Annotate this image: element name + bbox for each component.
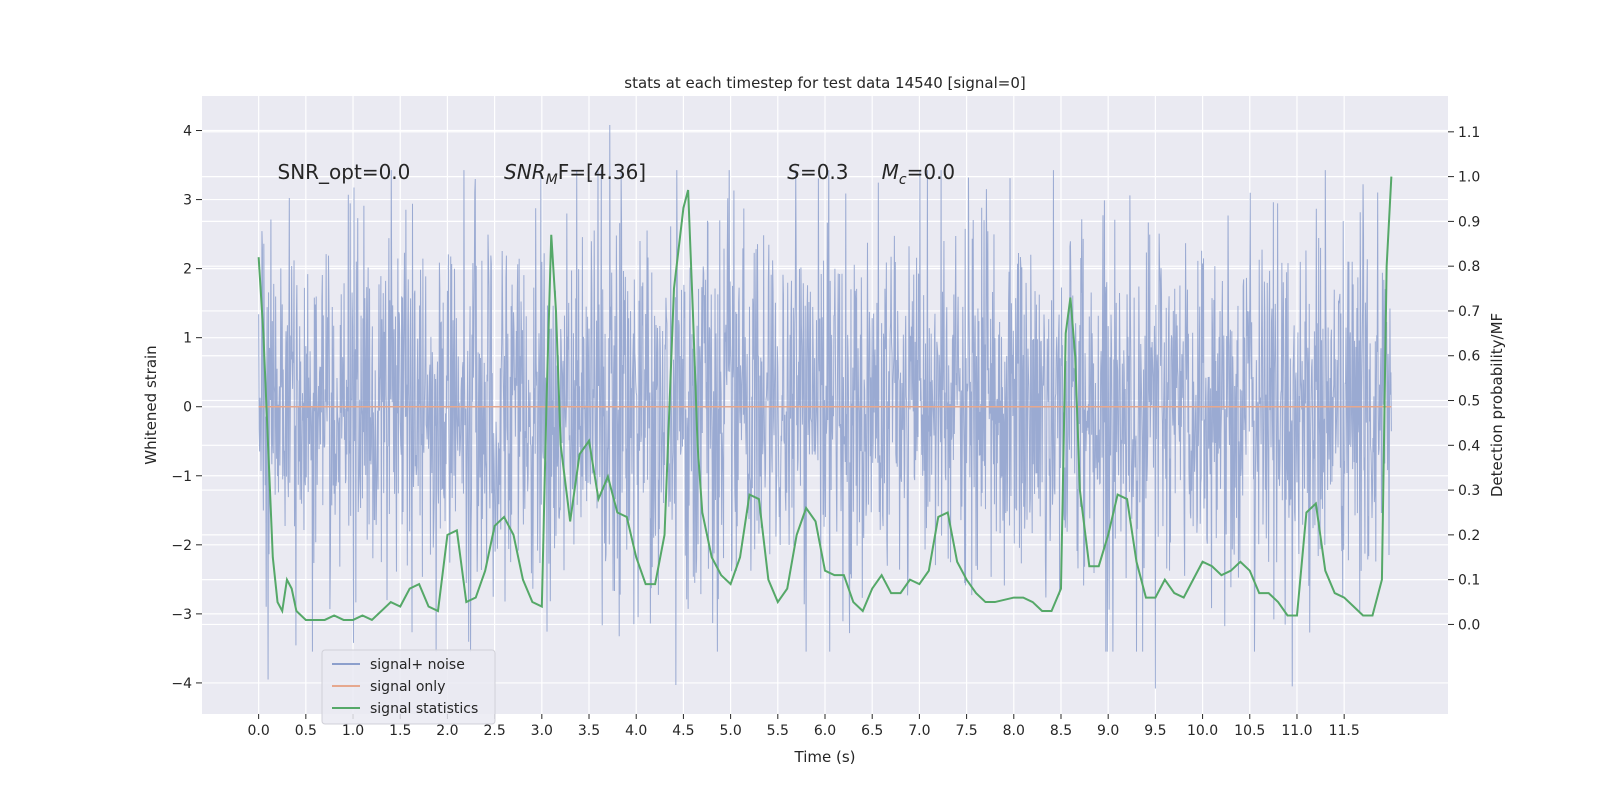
annotation-snr-mf-rest: F=[4.36] — [558, 160, 646, 184]
x-tick-label-6: 3.0 — [531, 723, 553, 739]
y-right-tick-label-5: 0.5 — [1458, 394, 1480, 410]
annotation-mc: Mc=0.0 — [882, 160, 956, 188]
y-left-tick-label-7: 3 — [183, 193, 192, 209]
x-tick-label-10: 5.0 — [719, 723, 741, 739]
x-tick-label-20: 10.0 — [1187, 723, 1218, 739]
x-tick-label-15: 7.5 — [955, 723, 977, 739]
y-right-tick-label-9: 0.9 — [1458, 214, 1480, 230]
x-tick-label-23: 11.5 — [1329, 723, 1360, 739]
annotation-mc-sub: c — [899, 172, 907, 188]
x-tick-label-3: 1.5 — [389, 723, 411, 739]
x-tick-label-18: 9.0 — [1097, 723, 1119, 739]
y-left-tick-label-4: 0 — [183, 400, 192, 416]
legend: signal+ noise signal only signal statist… — [321, 649, 496, 725]
y-left-tick-label-6: 2 — [183, 262, 192, 278]
y-right-axis-ticks: 0.0 0.1 0.2 0.3 0.4 0.5 0.6 0.7 0.8 0.9 1.0 1.1 — [1448, 125, 1480, 633]
x-tick-label-8: 4.0 — [625, 723, 647, 739]
legend-frame — [321, 649, 496, 725]
legend-label-signal-noise: signal+ noise — [370, 657, 465, 673]
annotation-snr-opt: SNR_opt=0.0 — [278, 160, 411, 184]
y-right-tick-label-7: 0.7 — [1458, 304, 1480, 320]
y-left-tick-label-8: 4 — [183, 124, 192, 140]
signal-noise-line — [258, 124, 1392, 689]
series-signal-noise — [258, 124, 1392, 689]
x-tick-label-19: 9.5 — [1144, 723, 1166, 739]
x-tick-label-4: 2.0 — [436, 723, 458, 739]
annotation-s-rest: =0.3 — [800, 160, 849, 184]
x-axis-ticks: 0.0 0.5 1.0 1.5 2.0 2.5 3.0 3.5 4.0 4.5 5.0 5.5 6.0 6… — [248, 714, 1360, 739]
x-tick-label-0: 0.0 — [248, 723, 270, 739]
y-left-tick-label-3: −1 — [171, 469, 192, 485]
y-right-tick-label-11: 1.1 — [1458, 125, 1480, 141]
y-right-tick-label-10: 1.0 — [1458, 170, 1480, 186]
y-left-axis-ticks: −4 −3 −2 −1 0 1 2 3 4 — [171, 124, 202, 692]
annotations: SNR_opt=0.0 SNRMF=[4.36] S=0.3 Mc=0.0 — [278, 160, 956, 188]
y-left-tick-label-0: −4 — [171, 676, 192, 692]
y-left-tick-label-2: −2 — [171, 538, 192, 554]
y-right-axis-title: Detection probability/MF — [1488, 313, 1506, 497]
annotation-s: S=0.3 — [787, 160, 848, 184]
chart-title: stats at each timestep for test data 145… — [624, 74, 1025, 92]
legend-label-signal-statistics: signal statistics — [370, 701, 478, 717]
legend-label-signal-only: signal only — [370, 679, 445, 695]
y-left-tick-label-5: 1 — [183, 331, 192, 347]
annotation-mc-rest: =0.0 — [907, 160, 956, 184]
x-tick-label-5: 2.5 — [483, 723, 505, 739]
x-tick-label-9: 4.5 — [672, 723, 694, 739]
x-tick-label-12: 6.0 — [814, 723, 836, 739]
y-right-tick-label-4: 0.4 — [1458, 438, 1480, 454]
x-tick-label-13: 6.5 — [861, 723, 883, 739]
annotation-mc-main: M — [882, 160, 899, 184]
y-right-tick-label-1: 0.1 — [1458, 573, 1480, 589]
x-tick-label-16: 8.0 — [1003, 723, 1025, 739]
y-left-tick-label-1: −3 — [171, 607, 192, 623]
x-tick-label-14: 7.0 — [908, 723, 930, 739]
x-tick-label-2: 1.0 — [342, 723, 364, 739]
signal-statistics-line — [257, 176, 1393, 622]
x-tick-label-7: 3.5 — [578, 723, 600, 739]
x-tick-label-17: 8.5 — [1050, 723, 1072, 739]
x-tick-label-22: 11.0 — [1281, 723, 1312, 739]
annotation-s-main: S — [787, 160, 800, 184]
y-right-tick-label-0: 0.0 — [1458, 617, 1480, 633]
y-left-axis-title: Whitened strain — [142, 345, 160, 464]
x-axis-title: Time (s) — [794, 748, 856, 766]
y-right-tick-label-3: 0.3 — [1458, 483, 1480, 499]
annotation-snr-mf-sub: M — [546, 172, 558, 188]
y-right-tick-label-8: 0.8 — [1458, 259, 1480, 275]
x-tick-label-11: 5.5 — [767, 723, 789, 739]
annotation-snr-mf: SNRMF=[4.36] — [504, 160, 646, 188]
y-right-tick-label-2: 0.2 — [1458, 528, 1480, 544]
annotation-snr-mf-main: SNR — [504, 160, 546, 184]
series-signal-statistics — [257, 176, 1393, 622]
x-tick-label-1: 0.5 — [295, 723, 317, 739]
x-tick-label-21: 10.5 — [1234, 723, 1265, 739]
y-right-tick-label-6: 0.6 — [1458, 349, 1480, 365]
